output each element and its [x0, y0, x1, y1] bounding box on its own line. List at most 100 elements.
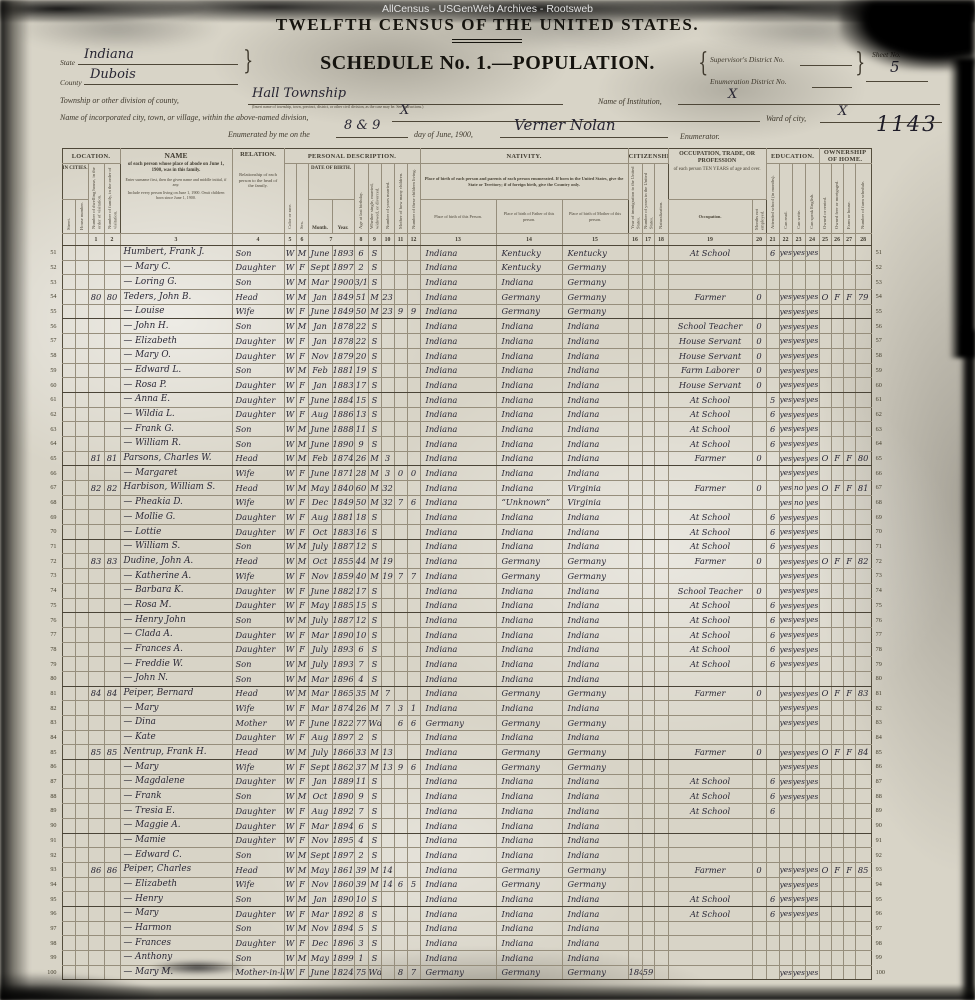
scan-artifact-left [0, 0, 30, 1000]
can-speak-cell: yes [804, 905, 820, 922]
pob-cell: Indiana [419, 450, 497, 467]
pob-cell: Indiana [419, 289, 497, 305]
person-row: 84— Kate Daughter W F Aug 1897 2 S Indiana Indian… [36, 729, 895, 746]
pob-cell: Indiana [419, 612, 497, 628]
years-in-us-cell [641, 759, 655, 775]
years-married-cell [380, 333, 395, 349]
age-cell: 7 [353, 656, 369, 672]
line-number-right: 84 [875, 734, 882, 742]
farm-schedule-cell: 84 [854, 744, 872, 761]
family-number-cell [103, 245, 121, 261]
pob-cell: Indiana [419, 582, 497, 599]
school-months-cell: 6 [765, 641, 780, 658]
years-married-cell [380, 832, 395, 849]
birth-month-cell: Oct [307, 788, 333, 805]
naturalization-cell [653, 465, 669, 481]
years-married-cell [380, 582, 395, 599]
years-married-cell [380, 817, 395, 834]
months-unemployed-cell [751, 920, 767, 937]
birth-year-cell: 1849 [331, 289, 355, 305]
in-cities-header: IN CITIES. [61, 163, 89, 200]
pob-mother-cell: Indiana [561, 700, 629, 716]
can-write-cell [791, 259, 806, 276]
marital-cell: S [367, 641, 382, 658]
dwelling-number-cell [87, 538, 105, 555]
can-speak-cell: yes [804, 715, 820, 731]
state-county-brace: } [243, 46, 254, 76]
can-write-cell: yes [791, 318, 806, 335]
person-row: 63— Frank G. Son W M June 1888 11 S Indiana India… [36, 421, 895, 437]
marital-cell: S [367, 612, 382, 628]
person-row: 79— Freddie W. Son W M July 1893 7 S Indiana Indi… [36, 656, 895, 672]
can-read-cell [778, 259, 793, 276]
months-unemployed-cell [751, 259, 767, 276]
house-number-cell [74, 435, 89, 452]
street-cell [61, 259, 76, 276]
free-mortgaged-cell [830, 612, 844, 628]
farm-house-cell [842, 245, 856, 261]
immigration-year-cell [627, 773, 643, 790]
dwelling-number-cell: 83 [87, 553, 105, 570]
owned-rented-cell [818, 715, 832, 731]
mother-children-cell: 6 [393, 876, 408, 893]
pob-father-cell: Indiana [495, 905, 563, 922]
farm-schedule-cell [854, 803, 872, 819]
can-read-cell: yes [778, 582, 793, 599]
children-living-cell [406, 406, 421, 423]
enumerated-label: Enumerated by me on the [228, 130, 310, 139]
owned-rented-cell [818, 832, 832, 849]
color-cell: W [283, 347, 297, 364]
school-months-cell [765, 817, 780, 834]
line-number-left: 70 [50, 528, 57, 536]
can-write-cell: yes [791, 876, 806, 893]
pob-cell: Indiana [419, 847, 497, 863]
years-in-us-cell [641, 333, 655, 349]
family-number-cell [103, 935, 121, 951]
can-read-cell: yes [778, 597, 793, 614]
name-cell: — Mary C. [119, 259, 233, 276]
birth-year-cell: 1890 [331, 891, 355, 907]
line-number-right: 76 [875, 616, 882, 624]
house-number-cell [74, 744, 89, 761]
naturalization-cell [653, 524, 669, 540]
owned-rented-header: Owned or rented. [818, 163, 832, 234]
farm-schedule-cell [854, 333, 872, 349]
pob-cell: Indiana [419, 920, 497, 937]
mother-children-cell [393, 832, 408, 849]
owned-rented-cell [818, 568, 832, 584]
immigration-year-cell [627, 391, 643, 408]
months-unemployed-cell: 0 [751, 362, 767, 379]
marital-cell: S [367, 905, 382, 922]
pob-mother-cell: Indiana [561, 626, 629, 643]
color-cell: W [283, 803, 297, 819]
months-unemployed-cell [751, 538, 767, 555]
line-number-header-right [871, 149, 895, 246]
marital-cell: S [367, 729, 382, 746]
mother-children-cell [393, 597, 408, 614]
relation-cell: Daughter [231, 582, 285, 599]
pob-cell: Indiana [419, 803, 497, 819]
person-row: 72 83 83 Dudine, John A. Head W M Oct 1855 44 M 19 I… [36, 553, 895, 570]
relation-cell: Wife [231, 568, 285, 584]
pob-mother-cell: Indiana [561, 847, 629, 863]
years-married-cell: 32 [380, 494, 395, 511]
birth-year-cell: 1849 [331, 494, 355, 511]
mother-children-cell [393, 318, 408, 335]
naturalization-cell [653, 847, 669, 863]
birth-year-cell: 1899 [331, 950, 355, 966]
naturalization-cell [653, 788, 669, 805]
children-living-cell [406, 935, 421, 951]
children-living-cell: 1 [406, 700, 421, 716]
pob-father-cell: Indiana [495, 274, 563, 291]
pob-mother-cell: Indiana [561, 950, 629, 966]
line-number-right: 65 [875, 454, 882, 462]
children-living-cell [406, 538, 421, 555]
immigration-year-cell [627, 950, 643, 966]
birth-year-cell: 1883 [331, 377, 355, 393]
occupation-cell [667, 876, 753, 893]
years-married-cell [380, 524, 395, 540]
age-cell: 77 [353, 715, 369, 731]
can-speak-cell: yes [804, 318, 820, 335]
can-write-cell [791, 803, 806, 819]
